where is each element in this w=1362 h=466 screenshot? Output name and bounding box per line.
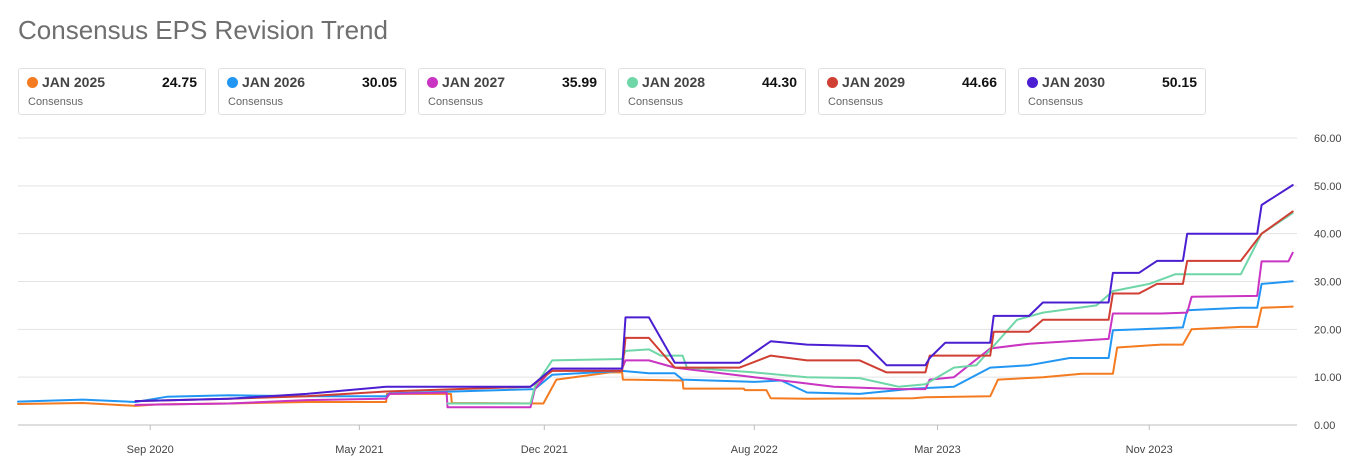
legend-series-sub: Consensus <box>1028 96 1084 108</box>
legend-card-jan-2029[interactable]: JAN 2029 44.66 Consensus <box>818 68 1006 115</box>
legend-series-value: 44.66 <box>961 74 997 90</box>
y-tick-label: 30.00 <box>1314 277 1342 289</box>
legend-series-name: JAN 2029 <box>842 74 906 90</box>
legend-series-value: 50.15 <box>1161 74 1197 90</box>
legend-dot-icon <box>827 77 838 88</box>
series-line-jan-2030[interactable] <box>134 184 1294 403</box>
legend-series-name: JAN 2028 <box>642 74 706 90</box>
legend-dot-icon <box>27 77 38 88</box>
legend-series-sub: Consensus <box>428 96 484 108</box>
legend-series-value: 35.99 <box>561 74 597 90</box>
y-tick-label: 50.00 <box>1314 181 1342 193</box>
y-tick-label: 10.00 <box>1314 372 1342 384</box>
legend-card-jan-2030[interactable]: JAN 2030 50.15 Consensus <box>1018 68 1206 115</box>
legend-series-sub: Consensus <box>228 96 284 108</box>
x-tick-label: Dec 2021 <box>521 444 568 456</box>
x-tick-label: Aug 2022 <box>731 444 778 456</box>
legend-series-value: 30.05 <box>361 74 397 90</box>
legend-series-name: JAN 2027 <box>442 74 506 90</box>
series-line-jan-2026[interactable] <box>17 280 1294 403</box>
legend-dot-icon <box>427 77 438 88</box>
series-line-jan-2027[interactable] <box>134 251 1294 409</box>
legend-series-name: JAN 2030 <box>1042 74 1106 90</box>
legend-series-sub: Consensus <box>628 96 684 108</box>
legend-card-jan-2025[interactable]: JAN 2025 24.75 Consensus <box>18 68 206 115</box>
series-line-jan-2028[interactable] <box>446 212 1294 405</box>
legend-dot-icon <box>227 77 238 88</box>
x-tick-label: May 2021 <box>335 444 383 456</box>
legend-card-jan-2026[interactable]: JAN 2026 30.05 Consensus <box>218 68 406 115</box>
legend-series-sub: Consensus <box>28 96 84 108</box>
series-line-jan-2029[interactable] <box>134 210 1294 403</box>
x-tick-label: Nov 2023 <box>1126 444 1173 456</box>
legend-dot-icon <box>627 77 638 88</box>
y-tick-label: 40.00 <box>1314 229 1342 241</box>
legend-series-name: JAN 2025 <box>42 74 106 90</box>
y-tick-label: 0.00 <box>1314 420 1335 432</box>
x-tick-label: Mar 2023 <box>914 444 960 456</box>
legend-series-value: 24.75 <box>161 74 197 90</box>
y-tick-label: 60.00 <box>1314 133 1342 145</box>
page-title: Consensus EPS Revision Trend <box>18 15 388 45</box>
x-tick-label: Sep 2020 <box>127 444 174 456</box>
legend-dot-icon <box>1027 77 1038 88</box>
legend-series-value: 44.30 <box>761 74 797 90</box>
legend: JAN 2025 24.75 Consensus JAN 2026 30.05 Conse… <box>18 68 1218 118</box>
y-tick-label: 20.00 <box>1314 324 1342 336</box>
legend-series-name: JAN 2026 <box>242 74 306 90</box>
legend-series-sub: Consensus <box>828 96 884 108</box>
series-line-jan-2025[interactable] <box>17 305 1294 407</box>
legend-card-jan-2027[interactable]: JAN 2027 35.99 Consensus <box>418 68 606 115</box>
legend-card-jan-2028[interactable]: JAN 2028 44.30 Consensus <box>618 68 806 115</box>
